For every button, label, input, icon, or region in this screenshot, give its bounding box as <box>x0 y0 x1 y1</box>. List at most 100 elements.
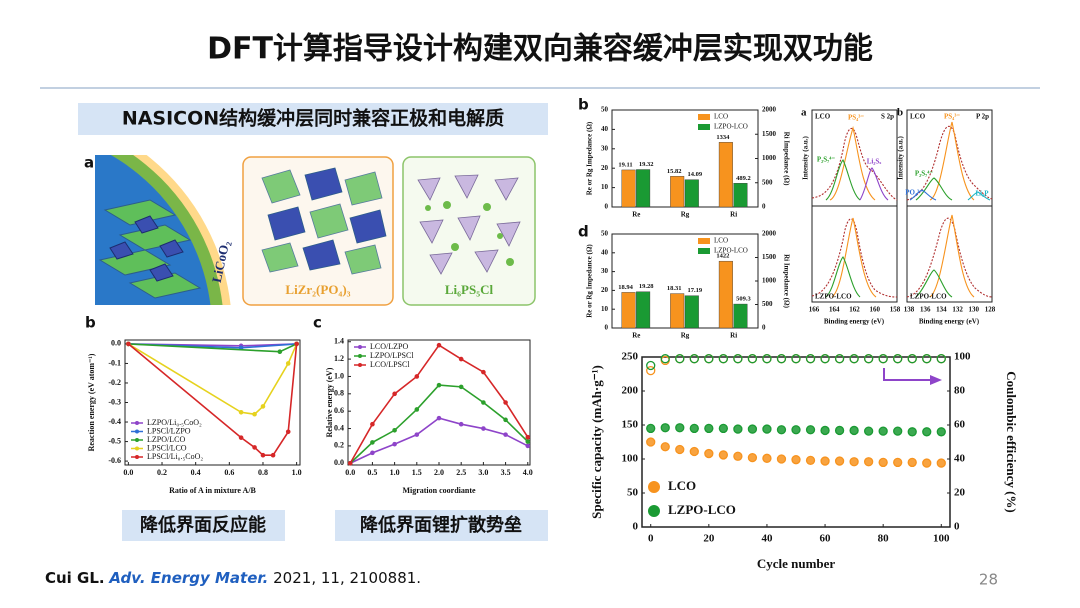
orbital-label: S 2p <box>881 113 894 121</box>
data-point <box>863 354 874 364</box>
peak-label: Li₃P <box>976 190 990 198</box>
data-point <box>525 439 531 444</box>
y-axis-label: Intensity (a.u.) <box>802 135 810 179</box>
y-tick-label: -0.2 <box>108 378 121 387</box>
y-tick-label: 0.0 <box>334 458 344 467</box>
data-point <box>733 424 743 434</box>
data-point <box>660 354 670 364</box>
legend-label: LPSCl/LCO <box>147 443 187 452</box>
x-tick-label: 0.2 <box>157 468 167 477</box>
data-point <box>436 382 442 388</box>
legend-swatch <box>698 248 710 254</box>
panel-label: d <box>578 223 589 241</box>
y2-tick-label: 500 <box>762 178 773 186</box>
citation: Cui GL. Adv. Energy Mater. 2021, 11, 210… <box>45 569 421 587</box>
data-point <box>481 426 486 431</box>
bar <box>621 292 636 329</box>
legend-swatch <box>698 238 710 244</box>
series-line <box>127 343 298 416</box>
legend-swatch <box>698 124 710 130</box>
peak-label: Li₂Sₓ <box>867 158 883 166</box>
y-axis-label: Relative energy (eV) <box>325 367 334 437</box>
data-point <box>675 354 685 364</box>
data-point <box>762 453 772 463</box>
slide-title: DFT计算指导设计构建双向兼容缓冲层实现双功能 <box>207 32 873 67</box>
y2-tick-label: 0 <box>762 203 766 211</box>
data-point <box>503 432 508 437</box>
legend-label: LZPO-LCO <box>668 502 736 517</box>
data-point <box>863 426 874 436</box>
data-point <box>238 435 244 440</box>
legend-marker <box>135 421 139 425</box>
y2-tick-label: 1000 <box>762 154 777 162</box>
caption-box <box>335 510 548 541</box>
legend-marker <box>135 438 139 442</box>
data-point <box>718 423 729 434</box>
y2-tick-label: 500 <box>762 300 773 308</box>
xps-ticks: 166 164 162 160 158 138 136 134 132 130 128 <box>809 306 996 314</box>
value-label: 14.09 <box>687 171 702 178</box>
y-tick-label: 0 <box>605 324 609 332</box>
value-label: 18.31 <box>667 285 682 292</box>
data-point <box>689 354 699 364</box>
lco-structure <box>95 155 231 305</box>
data-point <box>285 429 291 435</box>
data-point <box>660 423 670 433</box>
y-tick-label: 50 <box>601 106 609 114</box>
data-point <box>277 349 283 355</box>
data-point <box>893 426 903 436</box>
structure-label: Li₆PS₅Cl <box>445 282 494 297</box>
x-tick-label: 1.0 <box>390 468 400 477</box>
panel-label: a <box>801 107 807 119</box>
data-point <box>414 432 420 437</box>
legend-marker <box>135 455 139 459</box>
legend-label: LPSCl/LZPO <box>147 426 191 435</box>
y-tick-label: -0.1 <box>108 358 121 367</box>
value-label: 509.3 <box>736 296 751 303</box>
y-tick-label: 0.4 <box>334 423 344 432</box>
sample-label: LCO <box>910 113 926 121</box>
y2-tick-label: 80 <box>954 385 966 397</box>
panel-label: b <box>897 107 903 119</box>
value-label: 17.19 <box>687 287 702 294</box>
value-label: 19.11 <box>618 161 632 168</box>
y2-tick-label: 40 <box>954 453 966 465</box>
y-tick-label: 0.8 <box>334 389 344 398</box>
data-point <box>936 354 946 364</box>
y2-tick-label: 1500 <box>762 253 777 261</box>
data-point <box>936 458 946 468</box>
data-point <box>689 423 699 434</box>
y-tick-label: 20 <box>601 164 609 172</box>
data-point <box>481 369 486 375</box>
value-label: 19.28 <box>639 283 654 290</box>
data-point <box>370 440 375 445</box>
data-point <box>747 424 758 434</box>
x-tick-label: 0.4 <box>191 468 201 477</box>
data-point <box>414 374 420 379</box>
x-axis-label: Migration coordiante <box>402 486 476 495</box>
x-tick-label: 60 <box>820 533 832 545</box>
data-point <box>270 452 276 458</box>
lzpo-polyhedra <box>261 167 387 275</box>
y2-axis-label: Ri Impedance (Ω) <box>782 254 790 308</box>
x-tick-label: 0.0 <box>123 468 133 477</box>
data-point <box>791 425 801 435</box>
x-tick-label: 1.5 <box>412 468 422 477</box>
data-point <box>458 356 464 362</box>
bar <box>670 176 685 208</box>
data-point <box>922 354 932 364</box>
y-tick-label: -0.6 <box>108 456 121 465</box>
value-label: 1334 <box>716 134 730 141</box>
data-point <box>776 454 787 464</box>
data-point <box>646 437 656 447</box>
y-tick-label: 0.6 <box>334 406 344 415</box>
data-point <box>260 404 266 409</box>
bar <box>718 260 733 329</box>
legend-label: LCO/LZPO <box>370 342 408 351</box>
page-number: 28 <box>979 571 998 589</box>
data-point <box>347 460 353 466</box>
legend-label: LZPO/LPSCl <box>370 351 414 360</box>
y-tick-label: 50 <box>627 487 639 499</box>
